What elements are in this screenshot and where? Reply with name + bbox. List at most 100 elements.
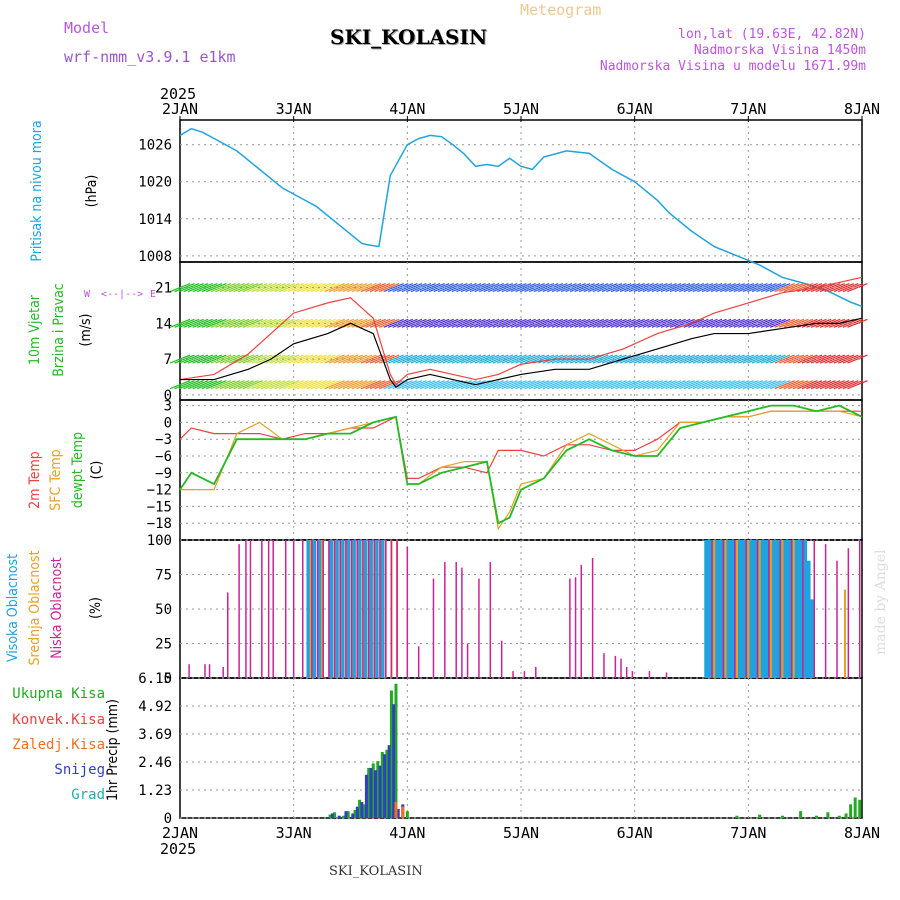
precip-bar [394, 802, 398, 818]
wind-barb [210, 380, 232, 390]
coords-label: lon,lat (19.63E, 42.82N) [678, 27, 866, 42]
wind-barb [515, 380, 536, 390]
wind-barb [660, 354, 682, 364]
wind-barb [497, 282, 518, 293]
wind-barb [515, 318, 536, 328]
wind-barb [538, 282, 559, 293]
y-tick-label: 25 [155, 637, 172, 653]
wind-barb [760, 282, 782, 293]
wind-barb [583, 380, 604, 390]
wind-barb [474, 354, 495, 364]
wind-barb [760, 354, 782, 364]
x-label-bottom: 7JAN [730, 824, 766, 842]
side-label: 10m Vjetar [27, 294, 43, 365]
wind-barb [506, 380, 527, 390]
x-label-top: 5JAN [503, 100, 539, 118]
wind-barb [369, 318, 391, 328]
x-label-bottom: 5JAN [503, 824, 539, 842]
wind-barb [233, 282, 254, 293]
wind-barb [588, 282, 609, 293]
wind-barb [751, 318, 773, 328]
wind-barb [669, 354, 691, 364]
wind-barb [324, 282, 345, 293]
precip-legend-item: Grad [71, 787, 105, 803]
side-label: Niska Oblacnost [49, 557, 65, 659]
wind-barb [251, 380, 273, 390]
wind-barb [810, 380, 832, 390]
wind-barb [556, 380, 577, 390]
wind-barb [197, 380, 218, 390]
wind-barb [287, 380, 309, 390]
wind-barb [460, 318, 482, 328]
wind-barb [315, 380, 336, 390]
wind-barb [628, 282, 650, 293]
wind-barb [756, 354, 777, 364]
wind-barb [824, 380, 845, 390]
wind-barb [215, 380, 236, 390]
wind-barb [578, 380, 600, 390]
wind-barb [237, 354, 259, 364]
wind-barb [324, 380, 345, 390]
wind-barb [169, 380, 191, 390]
wind-barb [510, 318, 532, 328]
y-tick-label: −3 [155, 432, 172, 448]
wind-barb [715, 354, 736, 364]
wind-barb [565, 318, 586, 328]
temp-sfc-line [180, 410, 863, 531]
precip-bar [371, 763, 375, 818]
wind-barb [192, 318, 213, 328]
wind-barb [356, 380, 377, 390]
wind-barb [478, 354, 500, 364]
wind-barb [492, 380, 514, 390]
wind-barb [365, 318, 386, 328]
wind-barb [847, 318, 868, 328]
wind-barb [779, 282, 800, 293]
wind-barb [697, 318, 718, 328]
wind-speed-line [180, 317, 863, 389]
wind-barb [460, 354, 482, 364]
wind-barb [792, 380, 814, 390]
wind-barb [347, 282, 368, 293]
wind-barb [660, 282, 682, 293]
wind-barb [783, 380, 805, 390]
wind-barb [715, 380, 736, 390]
wind-barb [642, 380, 664, 390]
wind-barb [810, 354, 832, 364]
y-tick-label: 100 [147, 533, 172, 549]
wind-barb [547, 282, 568, 293]
wind-barb [415, 354, 436, 364]
y-tick-label: 0 [164, 811, 172, 827]
wind-barb [433, 282, 454, 293]
precip-bar [374, 770, 378, 818]
wind-barb [369, 282, 391, 293]
wind-barb [401, 354, 423, 364]
wind-barb [251, 354, 273, 364]
wind-barb [192, 354, 213, 364]
precip-bar [853, 797, 857, 818]
wind-barb [378, 380, 400, 390]
wind-barb [301, 380, 323, 390]
wind-barb [306, 282, 327, 293]
wind-barb [360, 282, 382, 293]
precip-legend-item: Konvek.Kisa [12, 712, 105, 728]
wind-barb [256, 318, 277, 328]
wind-barb [724, 282, 745, 293]
wind-barb [733, 282, 755, 293]
precip-bar [815, 815, 819, 818]
precip-bar [360, 802, 364, 818]
precip-bar [849, 804, 853, 818]
wind-barb [724, 380, 745, 390]
wind-barb [838, 380, 859, 390]
wind-barb [306, 354, 327, 364]
wind-barb [328, 380, 350, 390]
wind-barb [665, 318, 686, 328]
wind-barb [388, 282, 409, 293]
wind-barb [588, 318, 609, 328]
wind-barb [533, 282, 554, 293]
y-tick-label: 75 [155, 568, 172, 584]
wind-barb [378, 354, 400, 364]
wind-barb [592, 282, 614, 293]
wind-barb [565, 282, 586, 293]
wind-barb [842, 380, 864, 390]
wind-barb [683, 282, 704, 293]
